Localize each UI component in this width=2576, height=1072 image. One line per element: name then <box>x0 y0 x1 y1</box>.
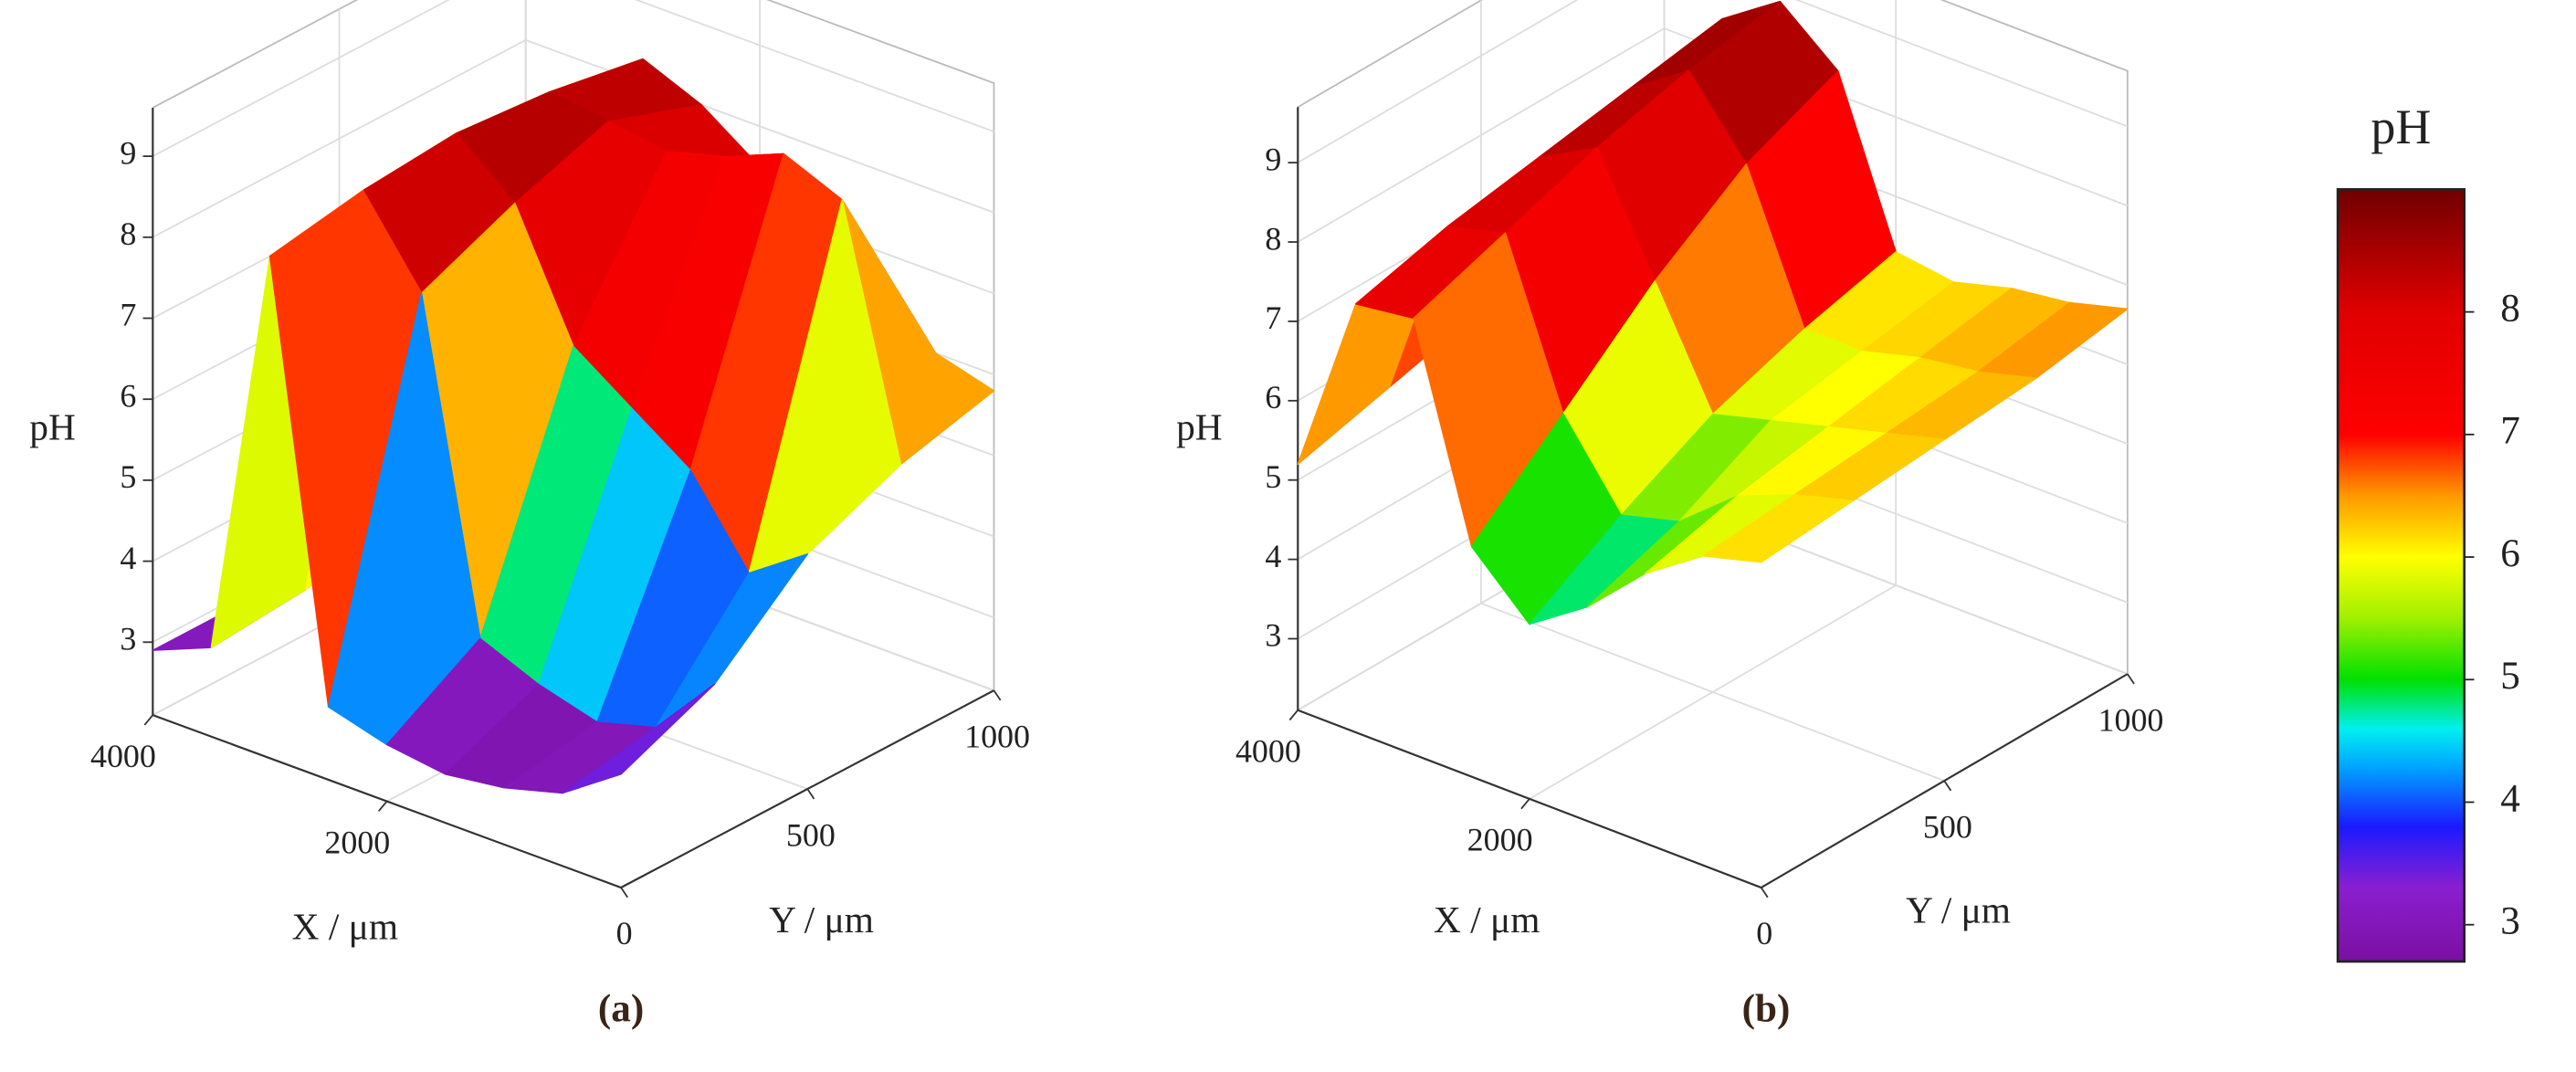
z-tick-label: 9 <box>120 134 136 171</box>
surface-patch <box>562 683 715 794</box>
y-tick <box>806 788 815 800</box>
y-tick <box>1760 887 1769 899</box>
panel-label: (a) <box>598 988 644 1031</box>
x-axis-label: X / μm <box>1434 899 1540 941</box>
z-tick-label: 8 <box>1265 220 1281 257</box>
z-tick-label: 5 <box>1265 458 1281 495</box>
z-grid-line <box>1297 0 2129 163</box>
x-tick <box>378 800 388 812</box>
y-axis-label: Y / μm <box>1906 888 2011 930</box>
colorbar-tick-label: 6 <box>2500 532 2520 575</box>
z-tick-label: 3 <box>120 621 136 657</box>
y-tick-label: 500 <box>786 816 836 853</box>
y-tick <box>1943 780 1952 792</box>
y-tick-label: 500 <box>1923 808 1972 845</box>
x-tick-label: 2000 <box>324 824 390 860</box>
z-tick-label: 9 <box>1265 141 1281 177</box>
colorbar-tick-label: 4 <box>2500 777 2520 820</box>
z-axis-label: pH <box>29 405 76 447</box>
x-axis-label: X / μm <box>292 905 398 947</box>
z-tick-label: 4 <box>120 540 136 576</box>
z-tick-label: 7 <box>1265 300 1281 336</box>
z-tick-label: 4 <box>1265 538 1281 574</box>
y-tick <box>993 689 1002 701</box>
colorbar-title: pH <box>2371 100 2431 154</box>
z-tick-label: 7 <box>120 297 136 333</box>
y-tick <box>2127 673 2135 685</box>
z-axis-label: pH <box>1176 405 1223 447</box>
panel-label: (b) <box>1742 988 1791 1031</box>
z-grid-line <box>152 0 994 157</box>
y-tick-label: 1000 <box>2098 701 2163 738</box>
colorbar-tick-label: 8 <box>2500 288 2520 331</box>
z-tick-label: 8 <box>120 215 136 252</box>
y-tick <box>620 887 629 899</box>
colorbar-tick-label: 7 <box>2500 410 2520 453</box>
x-tick <box>143 714 154 726</box>
y-tick-label: 0 <box>1756 915 1772 951</box>
panel: 3 4 5 6 7 8 9 2000 4000 0 500 1000 X / μm Y / μm pH (b) <box>1176 0 2163 1031</box>
z-tick-label: 6 <box>120 377 136 414</box>
z-tick-label: 6 <box>1265 379 1281 415</box>
colorbar-tick-label: 3 <box>2500 900 2520 943</box>
y-tick-label: 1000 <box>964 718 1030 754</box>
x-tick-label: 4000 <box>1235 733 1301 770</box>
y-axis-label: Y / μm <box>769 899 874 941</box>
x-tick-label: 4000 <box>90 738 156 774</box>
z-tick-label: 3 <box>1265 617 1281 654</box>
surface-patch <box>1702 493 1854 563</box>
colorbar-tick-label: 5 <box>2500 655 2520 698</box>
colorbar <box>2336 188 2466 963</box>
x-tick <box>1288 709 1299 721</box>
x-tick-label: 2000 <box>1467 822 1533 858</box>
z-tick-label: 5 <box>120 458 136 495</box>
y-tick-label: 0 <box>616 915 633 951</box>
panel: 3 4 5 6 7 8 9 2000 4000 0 500 1000 X / μm Y / μm pH (a) <box>29 0 1030 1031</box>
x-tick <box>1520 798 1530 810</box>
